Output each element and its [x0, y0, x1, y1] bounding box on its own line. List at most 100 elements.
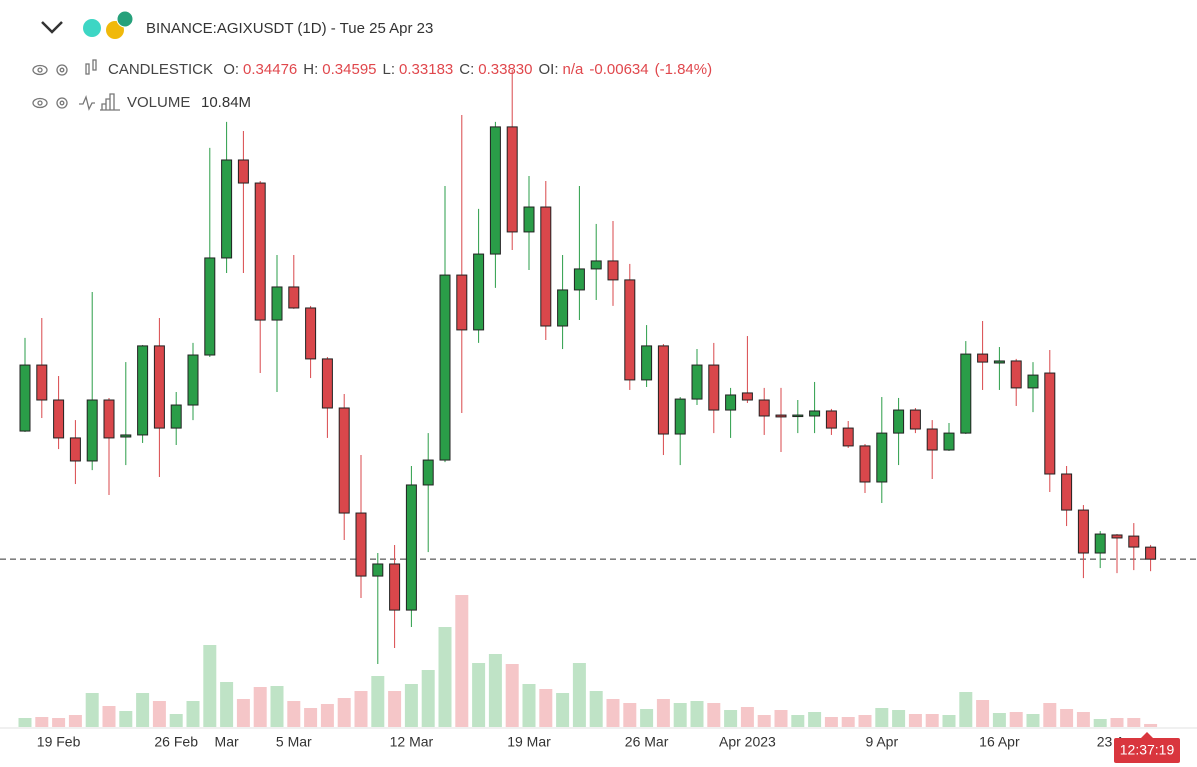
- legend-label: OI:: [538, 61, 559, 78]
- candle-body: [1061, 473, 1073, 511]
- candle-body: [876, 432, 888, 483]
- symbol-title: BINANCE:AGIXUSDT (1D) - Tue 25 Apr 23: [146, 20, 433, 37]
- volume-bar: [1060, 709, 1074, 727]
- candle-body: [624, 279, 636, 381]
- candle-body: [641, 345, 653, 381]
- candle-body: [338, 407, 350, 514]
- volume-bar: [505, 664, 519, 727]
- volume-bar: [68, 715, 82, 727]
- volume-bar: [455, 595, 469, 727]
- volume-bar: [304, 708, 318, 727]
- volume-bar: [908, 714, 922, 727]
- candle-body: [926, 428, 938, 451]
- x-tick-label: Mar: [215, 734, 239, 750]
- candle-body: [137, 345, 149, 436]
- volume-bar: [1093, 719, 1107, 727]
- volume-bar: [270, 686, 284, 727]
- candle-body: [288, 286, 300, 309]
- candle-body: [456, 274, 468, 331]
- volume-bar: [1076, 712, 1090, 727]
- x-tick-label: 26 Feb: [154, 734, 198, 750]
- eye-icon[interactable]: [32, 97, 48, 109]
- time-label: 12:37:19: [1120, 742, 1175, 758]
- volume-bar: [539, 689, 553, 727]
- volume-bar: [136, 693, 150, 727]
- volume-bar: [992, 713, 1006, 727]
- candle-body: [321, 358, 333, 409]
- volume-bar: [589, 691, 603, 727]
- candle-body: [153, 345, 165, 429]
- candle-body: [19, 364, 31, 432]
- candle-body: [221, 159, 233, 259]
- x-tick-label: Apr 2023: [719, 734, 776, 750]
- legend-label: C:: [459, 61, 475, 78]
- volume-bar: [640, 709, 654, 727]
- candle-body: [473, 253, 485, 331]
- volume-bar: [287, 701, 301, 727]
- volume-bar: [623, 703, 637, 727]
- volume-bar: [791, 715, 805, 727]
- candle-body: [842, 427, 854, 447]
- candle-body: [1044, 372, 1056, 475]
- candle-body: [540, 206, 552, 327]
- collapse-chevron[interactable]: [41, 21, 63, 34]
- candle-body: [657, 345, 669, 435]
- x-tick-label: 26 Mar: [625, 734, 669, 750]
- volume-bar: [220, 682, 234, 727]
- volume-bar: [388, 691, 402, 727]
- candle-body: [741, 392, 753, 401]
- volume-bar: [942, 715, 956, 727]
- volume-bar: [1110, 718, 1124, 727]
- volume-bar: [1144, 723, 1158, 727]
- candle-body: [170, 404, 182, 429]
- volume-bar: [119, 711, 133, 727]
- volume-bar: [152, 701, 166, 727]
- volume-study-name: VOLUME: [127, 94, 190, 111]
- candle-body: [120, 434, 132, 438]
- legend-icons: [32, 59, 120, 111]
- candle-body: [573, 268, 585, 291]
- volume-bar: [976, 700, 990, 727]
- volume-bar: [656, 699, 670, 727]
- candle-body: [53, 399, 65, 439]
- volume-bar: [925, 714, 939, 727]
- candle-body: [590, 260, 602, 270]
- candle-body: [1111, 534, 1123, 539]
- change-percent: (-1.84%): [654, 61, 713, 78]
- candle-body: [103, 399, 115, 439]
- candle-body: [1128, 535, 1140, 548]
- volume-bar: [572, 663, 586, 727]
- volume-bar: [556, 693, 570, 727]
- eye-icon[interactable]: [32, 64, 48, 76]
- volume-bar: [673, 703, 687, 727]
- time-box: [1114, 738, 1180, 763]
- candle-body: [355, 512, 367, 577]
- volume-bar: [1127, 718, 1141, 727]
- candle-body: [187, 354, 199, 406]
- base-icon: [83, 19, 101, 37]
- candle-body: [1010, 360, 1022, 389]
- volume-bar: [35, 717, 49, 727]
- candle-body: [489, 126, 501, 255]
- legend-label: O:: [223, 61, 240, 78]
- candle-body: [809, 410, 821, 417]
- candle-body: [204, 257, 216, 356]
- volume-bar: [824, 717, 838, 727]
- volume-bar: [690, 701, 704, 727]
- candle-body: [1027, 374, 1039, 389]
- settings-icon[interactable]: [56, 97, 68, 109]
- volume-bar: [52, 718, 66, 727]
- change-value: -0.00634: [589, 61, 649, 78]
- settings-icon[interactable]: [56, 64, 68, 76]
- legend-label: H:: [303, 61, 319, 78]
- volume-bar: [253, 687, 267, 727]
- x-tick-label: 19 Mar: [507, 734, 551, 750]
- candle-body: [708, 364, 720, 411]
- candle-body: [674, 398, 686, 435]
- study-name: CANDLESTICK: [108, 61, 214, 78]
- candle-body: [389, 563, 401, 611]
- volume-bar: [858, 715, 872, 727]
- candle-body: [893, 409, 905, 434]
- tether-icon: [116, 10, 134, 28]
